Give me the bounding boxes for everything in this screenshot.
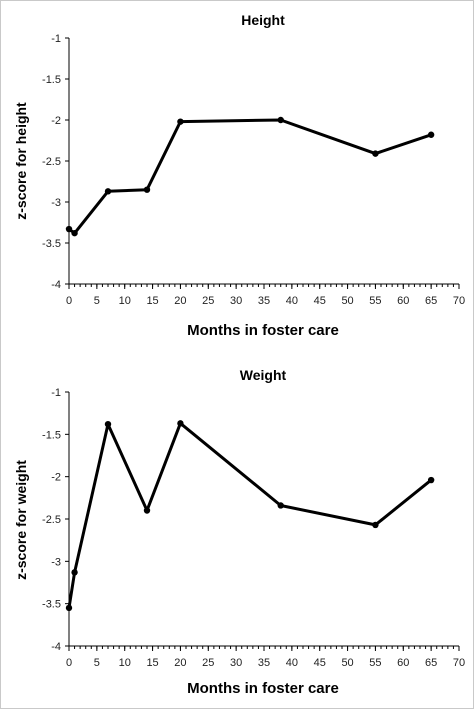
y-tick-label: -1 <box>51 387 61 399</box>
x-tick-labels: 0 5 10 15 20 25 30 35 40 45 50 55 60 65 70 <box>66 657 465 669</box>
y-tick-label: -4 <box>51 279 61 291</box>
y-tick-label: -2.5 <box>42 514 61 526</box>
y-tick-label: -3 <box>51 556 61 568</box>
y-tick-label: -1.5 <box>42 74 61 86</box>
data-point <box>177 420 184 427</box>
x-tick-label: 55 <box>369 657 381 669</box>
data-point <box>65 225 73 233</box>
x-tick-label: 15 <box>146 657 158 669</box>
data-point <box>143 507 151 514</box>
x-tick-label: 40 <box>286 295 298 307</box>
data-point <box>427 131 435 138</box>
x-axis-label: Months in foster care <box>187 680 339 697</box>
x-tick-label: 15 <box>146 295 158 307</box>
y-tick-label: -1.5 <box>42 429 61 441</box>
chart-weight: Weight z-score for weight Months in fost… <box>13 367 465 697</box>
x-tick-label: 60 <box>397 657 409 669</box>
x-tick-label: 40 <box>286 657 298 669</box>
x-tick-label: 30 <box>230 657 242 669</box>
x-tick-label: 65 <box>425 657 437 669</box>
data-point <box>65 604 73 612</box>
y-tick-labels: -1 -1.5 -2 -2.5 -3 -3.5 -4 <box>42 33 61 291</box>
data-point <box>177 118 184 125</box>
axes <box>65 37 460 289</box>
x-tick-label: 25 <box>202 295 214 307</box>
x-tick-label: 70 <box>453 657 465 669</box>
chart-height: Height z-score for height Months in fost… <box>13 12 465 339</box>
x-tick-label: 70 <box>453 295 465 307</box>
x-tick-label: 0 <box>66 295 72 307</box>
x-tick-label: 35 <box>258 295 270 307</box>
x-tick-label: 35 <box>258 657 270 669</box>
x-tick-label: 45 <box>314 657 326 669</box>
x-tick-label: 50 <box>341 295 353 307</box>
axes <box>65 391 460 651</box>
data-point <box>71 569 78 576</box>
x-tick-label: 5 <box>94 295 100 307</box>
y-axis-label: z-score for weight <box>13 460 29 580</box>
x-tick-labels: 0 5 10 15 20 25 30 35 40 45 50 55 60 65 70 <box>66 295 465 307</box>
x-tick-label: 25 <box>202 657 214 669</box>
data-point <box>372 521 379 529</box>
data-point <box>104 188 112 195</box>
data-point <box>277 502 284 509</box>
series-line <box>67 421 433 609</box>
data-point <box>104 420 112 428</box>
data-point <box>372 150 379 157</box>
y-tick-label: -2 <box>51 472 61 484</box>
x-tick-label: 60 <box>397 295 409 307</box>
data-point <box>277 116 284 124</box>
x-tick-label: 55 <box>369 295 381 307</box>
x-tick-label: 65 <box>425 295 437 307</box>
x-tick-label: 0 <box>66 657 72 669</box>
data-point <box>427 476 435 484</box>
y-tick-labels: -1 -1.5 -2 -2.5 -3 -3.5 -4 <box>42 387 61 653</box>
chart-title: Weight <box>240 367 287 383</box>
x-tick-label: 10 <box>119 295 131 307</box>
x-tick-label: 10 <box>119 657 131 669</box>
x-tick-label: 20 <box>174 657 186 669</box>
x-axis-label: Months in foster care <box>187 322 339 339</box>
x-tick-label: 20 <box>174 295 186 307</box>
y-axis-label: z-score for height <box>13 102 29 220</box>
y-tick-label: -3.5 <box>42 599 61 611</box>
y-tick-label: -2.5 <box>42 156 61 168</box>
x-tick-label: 30 <box>230 295 242 307</box>
x-tick-label: 50 <box>341 657 353 669</box>
x-tick-label: 5 <box>94 657 100 669</box>
data-point <box>143 186 151 193</box>
y-tick-label: -1 <box>51 33 61 45</box>
series-line <box>68 118 432 235</box>
y-tick-label: -2 <box>51 115 61 127</box>
y-tick-label: -3.5 <box>42 238 61 250</box>
x-tick-label: 45 <box>314 295 326 307</box>
chart-title: Height <box>241 12 285 28</box>
series <box>65 420 435 612</box>
y-tick-label: -4 <box>51 641 61 653</box>
y-tick-label: -3 <box>51 197 61 209</box>
series <box>65 116 435 237</box>
data-point <box>71 229 78 237</box>
